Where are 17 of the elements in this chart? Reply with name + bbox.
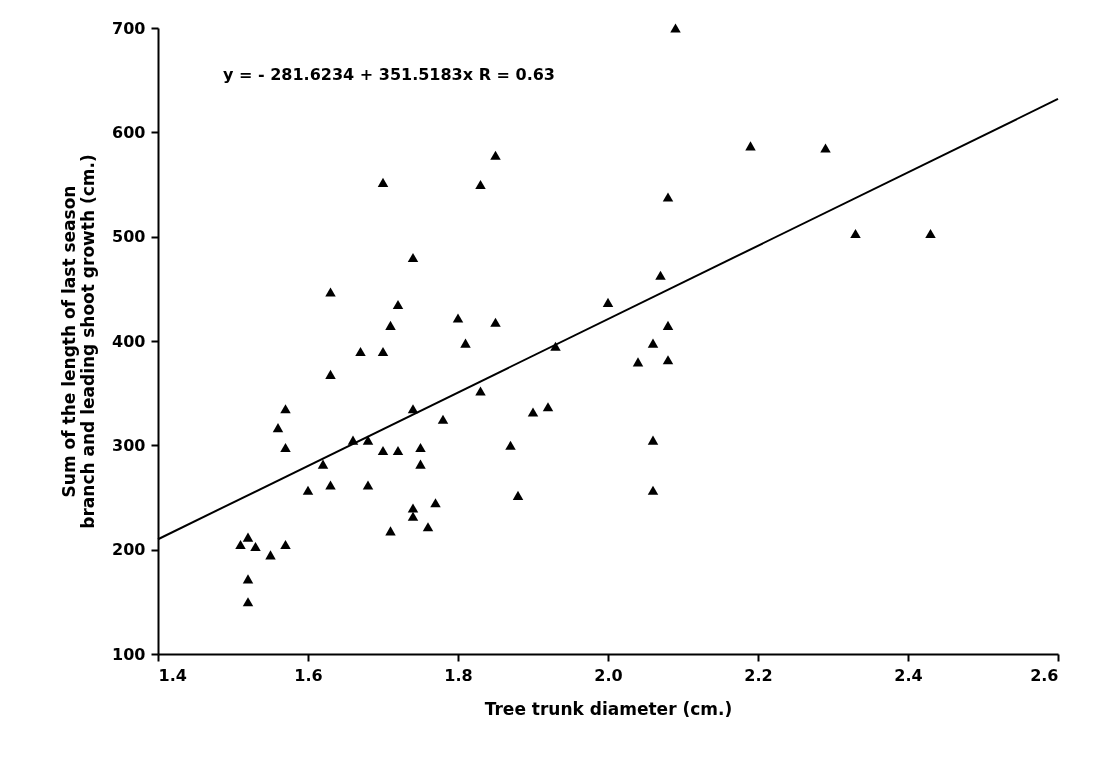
x-tick-label: 1.6	[294, 665, 323, 685]
y-tick-label: 100	[112, 644, 146, 664]
y-tick-label: 700	[112, 18, 146, 38]
x-tick-label: 2.2	[744, 665, 773, 685]
y-tick-label: 600	[112, 122, 146, 142]
x-tick-label: 1.8	[444, 665, 473, 685]
annotation: y = - 281.6234 + 351.5183x R = 0.63	[223, 65, 555, 84]
x-axis-title: Tree trunk diameter (cm.)	[484, 698, 733, 719]
y-axis-title: Sum of the length of last season branch and leading shoot growth (cm.)	[59, 154, 99, 529]
y-tick-label: 400	[112, 331, 146, 351]
x-tick-label: 2.4	[894, 665, 923, 685]
x-tick-label: 1.4	[158, 665, 187, 685]
y-tick-label: 200	[112, 540, 146, 560]
x-tick-label: 2.0	[594, 665, 623, 685]
y-tick-label: 500	[112, 227, 146, 247]
y-tick-label: 300	[112, 435, 146, 455]
x-tick-label: 2.6	[1030, 665, 1059, 685]
